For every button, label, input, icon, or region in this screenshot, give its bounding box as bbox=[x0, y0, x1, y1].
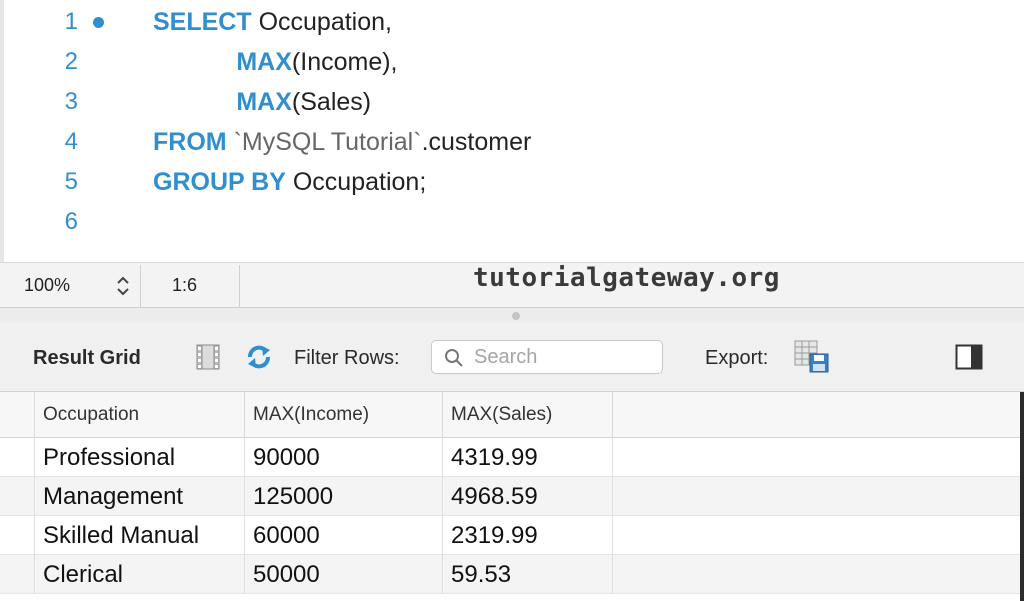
cell-occupation[interactable]: Professional bbox=[35, 438, 245, 477]
editor-line[interactable]: 4 FROM `MySQL Tutorial`.customer bbox=[4, 122, 1024, 162]
code-text[interactable]: MAX(Income), bbox=[153, 42, 398, 82]
keyword: MAX bbox=[236, 88, 292, 116]
cell-max-sales[interactable]: 2319.99 bbox=[443, 516, 613, 555]
string-literal: `MySQL Tutorial` bbox=[233, 128, 422, 156]
cell-occupation[interactable]: Clerical bbox=[35, 555, 245, 594]
table-row[interactable]: Management 125000 4968.59 bbox=[0, 477, 1024, 516]
row-selector[interactable] bbox=[0, 477, 35, 516]
export-icon[interactable] bbox=[794, 340, 832, 374]
export-label: Export: bbox=[705, 347, 769, 369]
watermark-text: tutorialgateway.org bbox=[473, 263, 780, 293]
line-number: 4 bbox=[64, 128, 78, 155]
result-toolbar: Result Grid Filter Rows: Export: bbox=[0, 322, 1024, 392]
code-token bbox=[153, 48, 236, 76]
code-text[interactable]: GROUP BY Occupation; bbox=[153, 162, 426, 202]
cell-max-income[interactable]: 50000 bbox=[245, 555, 443, 594]
result-grid-label[interactable]: Result Grid bbox=[33, 347, 141, 369]
refresh-icon[interactable] bbox=[244, 344, 274, 370]
row-selector[interactable] bbox=[0, 555, 35, 594]
code-token: (Income), bbox=[291, 48, 398, 76]
cell-max-income[interactable]: 60000 bbox=[245, 516, 443, 555]
keyword: FROM bbox=[153, 128, 227, 156]
result-grid[interactable]: Occupation MAX(Income) MAX(Sales) Profes… bbox=[0, 392, 1024, 601]
filter-rows-label: Filter Rows: bbox=[294, 347, 400, 369]
cursor-position: 1:6 bbox=[172, 275, 198, 295]
cell-max-sales[interactable]: 4968.59 bbox=[443, 477, 613, 516]
cell-max-income[interactable]: 90000 bbox=[245, 438, 443, 477]
search-icon bbox=[444, 348, 464, 368]
keyword: SELECT bbox=[153, 8, 252, 36]
filter-search-box[interactable] bbox=[431, 340, 663, 374]
column-header-occupation[interactable]: Occupation bbox=[35, 392, 245, 438]
divider bbox=[140, 265, 141, 307]
code-token: .customer bbox=[421, 128, 532, 156]
cell-occupation[interactable]: Management bbox=[35, 477, 245, 516]
code-token bbox=[227, 128, 234, 156]
column-header-max-income[interactable]: MAX(Income) bbox=[245, 392, 443, 438]
zoom-level[interactable]: 100% bbox=[24, 275, 71, 295]
line-number: 2 bbox=[64, 48, 78, 75]
line-number: 1 bbox=[64, 8, 78, 35]
result-grid-view-icon[interactable] bbox=[196, 344, 220, 370]
row-header-cell bbox=[0, 392, 35, 438]
keyword: MAX bbox=[236, 48, 292, 76]
code-token bbox=[153, 88, 236, 116]
editor-line[interactable]: 5 GROUP BY Occupation; bbox=[4, 162, 1024, 202]
code-token: Occupation, bbox=[251, 8, 392, 36]
column-header-max-sales[interactable]: MAX(Sales) bbox=[443, 392, 613, 438]
editor-line[interactable]: 6 bbox=[4, 202, 1024, 242]
line-number: 5 bbox=[64, 168, 78, 195]
sql-editor[interactable]: 1 SELECT Occupation, 2 MAX(Income), 3 MA… bbox=[0, 0, 1024, 262]
cell-max-income[interactable]: 125000 bbox=[245, 477, 443, 516]
zoom-stepper-icon[interactable] bbox=[114, 273, 132, 299]
filter-search-input[interactable] bbox=[474, 345, 654, 369]
editor-line[interactable]: 2 MAX(Income), bbox=[4, 42, 1024, 82]
splitter-handle-icon[interactable] bbox=[512, 312, 520, 320]
table-row[interactable]: Professional 90000 4319.99 bbox=[0, 438, 1024, 477]
cell-max-sales[interactable]: 4319.99 bbox=[443, 438, 613, 477]
table-row[interactable]: Skilled Manual 60000 2319.99 bbox=[0, 516, 1024, 555]
line-number: 6 bbox=[64, 208, 78, 235]
code-token: (Sales) bbox=[291, 88, 372, 116]
editor-line[interactable]: 1 SELECT Occupation, bbox=[4, 2, 1024, 42]
grid-header: Occupation MAX(Income) MAX(Sales) bbox=[0, 392, 1024, 438]
line-number: 3 bbox=[64, 88, 78, 115]
code-text[interactable]: MAX(Sales) bbox=[153, 82, 371, 122]
code-text[interactable]: FROM `MySQL Tutorial`.customer bbox=[153, 122, 531, 162]
code-text[interactable]: SELECT Occupation, bbox=[153, 2, 392, 42]
toggle-sidebar-icon[interactable] bbox=[955, 344, 983, 370]
editor-status-bar: 100% 1:6 tutorialgateway.org bbox=[0, 262, 1024, 308]
editor-line[interactable]: 3 MAX(Sales) bbox=[4, 82, 1024, 122]
keyword: GROUP BY bbox=[153, 168, 286, 196]
code-token: Occupation; bbox=[285, 168, 427, 196]
row-selector[interactable] bbox=[0, 438, 35, 477]
table-row[interactable]: Clerical 50000 59.53 bbox=[0, 555, 1024, 594]
divider bbox=[239, 265, 240, 307]
pane-splitter[interactable] bbox=[0, 308, 1024, 322]
row-selector[interactable] bbox=[0, 516, 35, 555]
current-line-marker-icon bbox=[93, 17, 104, 28]
vertical-scrollbar[interactable] bbox=[1020, 392, 1024, 601]
cell-max-sales[interactable]: 59.53 bbox=[443, 555, 613, 594]
cell-occupation[interactable]: Skilled Manual bbox=[35, 516, 245, 555]
